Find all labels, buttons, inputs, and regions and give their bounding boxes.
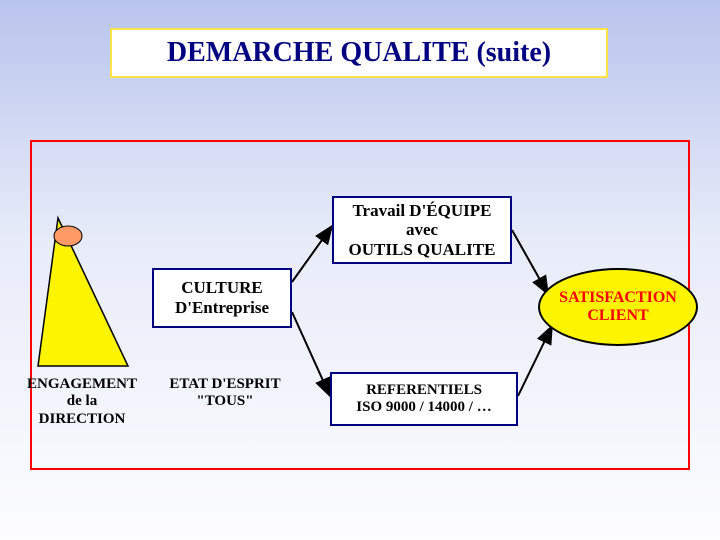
travail-line2: avec — [406, 220, 438, 239]
travail-line3: OUTILS QUALITE — [349, 240, 496, 259]
etat-line2: "TOUS" — [196, 393, 253, 409]
travail-line1: Travail D'ÉQUIPE — [352, 201, 491, 220]
engagement-line1: ENGAGEMENT — [27, 376, 137, 392]
engagement-line2: de la — [67, 393, 97, 409]
engagement-line3: DIRECTION — [39, 411, 126, 427]
satisfaction-line2: CLIENT — [587, 307, 648, 324]
culture-box: CULTURE D'Entreprise — [152, 268, 292, 328]
travail-box: Travail D'ÉQUIPE avec OUTILS QUALITE — [332, 196, 512, 264]
etat-label: ETAT D'ESPRIT "TOUS" — [150, 376, 300, 411]
culture-line1: CULTURE — [181, 278, 263, 297]
referentiels-line1: REFERENTIELS — [366, 382, 482, 398]
satisfaction-ellipse: SATISFACTION CLIENT — [538, 268, 698, 346]
satisfaction-line1: SATISFACTION — [559, 289, 677, 306]
page-title: DEMARCHE QUALITE (suite) — [110, 28, 608, 78]
referentiels-line2: ISO 9000 / 14000 / … — [356, 399, 491, 415]
engagement-label: ENGAGEMENT de la DIRECTION — [12, 376, 152, 428]
etat-line1: ETAT D'ESPRIT — [169, 376, 280, 392]
page-title-text: DEMARCHE QUALITE (suite) — [167, 37, 551, 69]
culture-line2: D'Entreprise — [175, 298, 269, 317]
referentiels-box: REFERENTIELS ISO 9000 / 14000 / … — [330, 372, 518, 426]
